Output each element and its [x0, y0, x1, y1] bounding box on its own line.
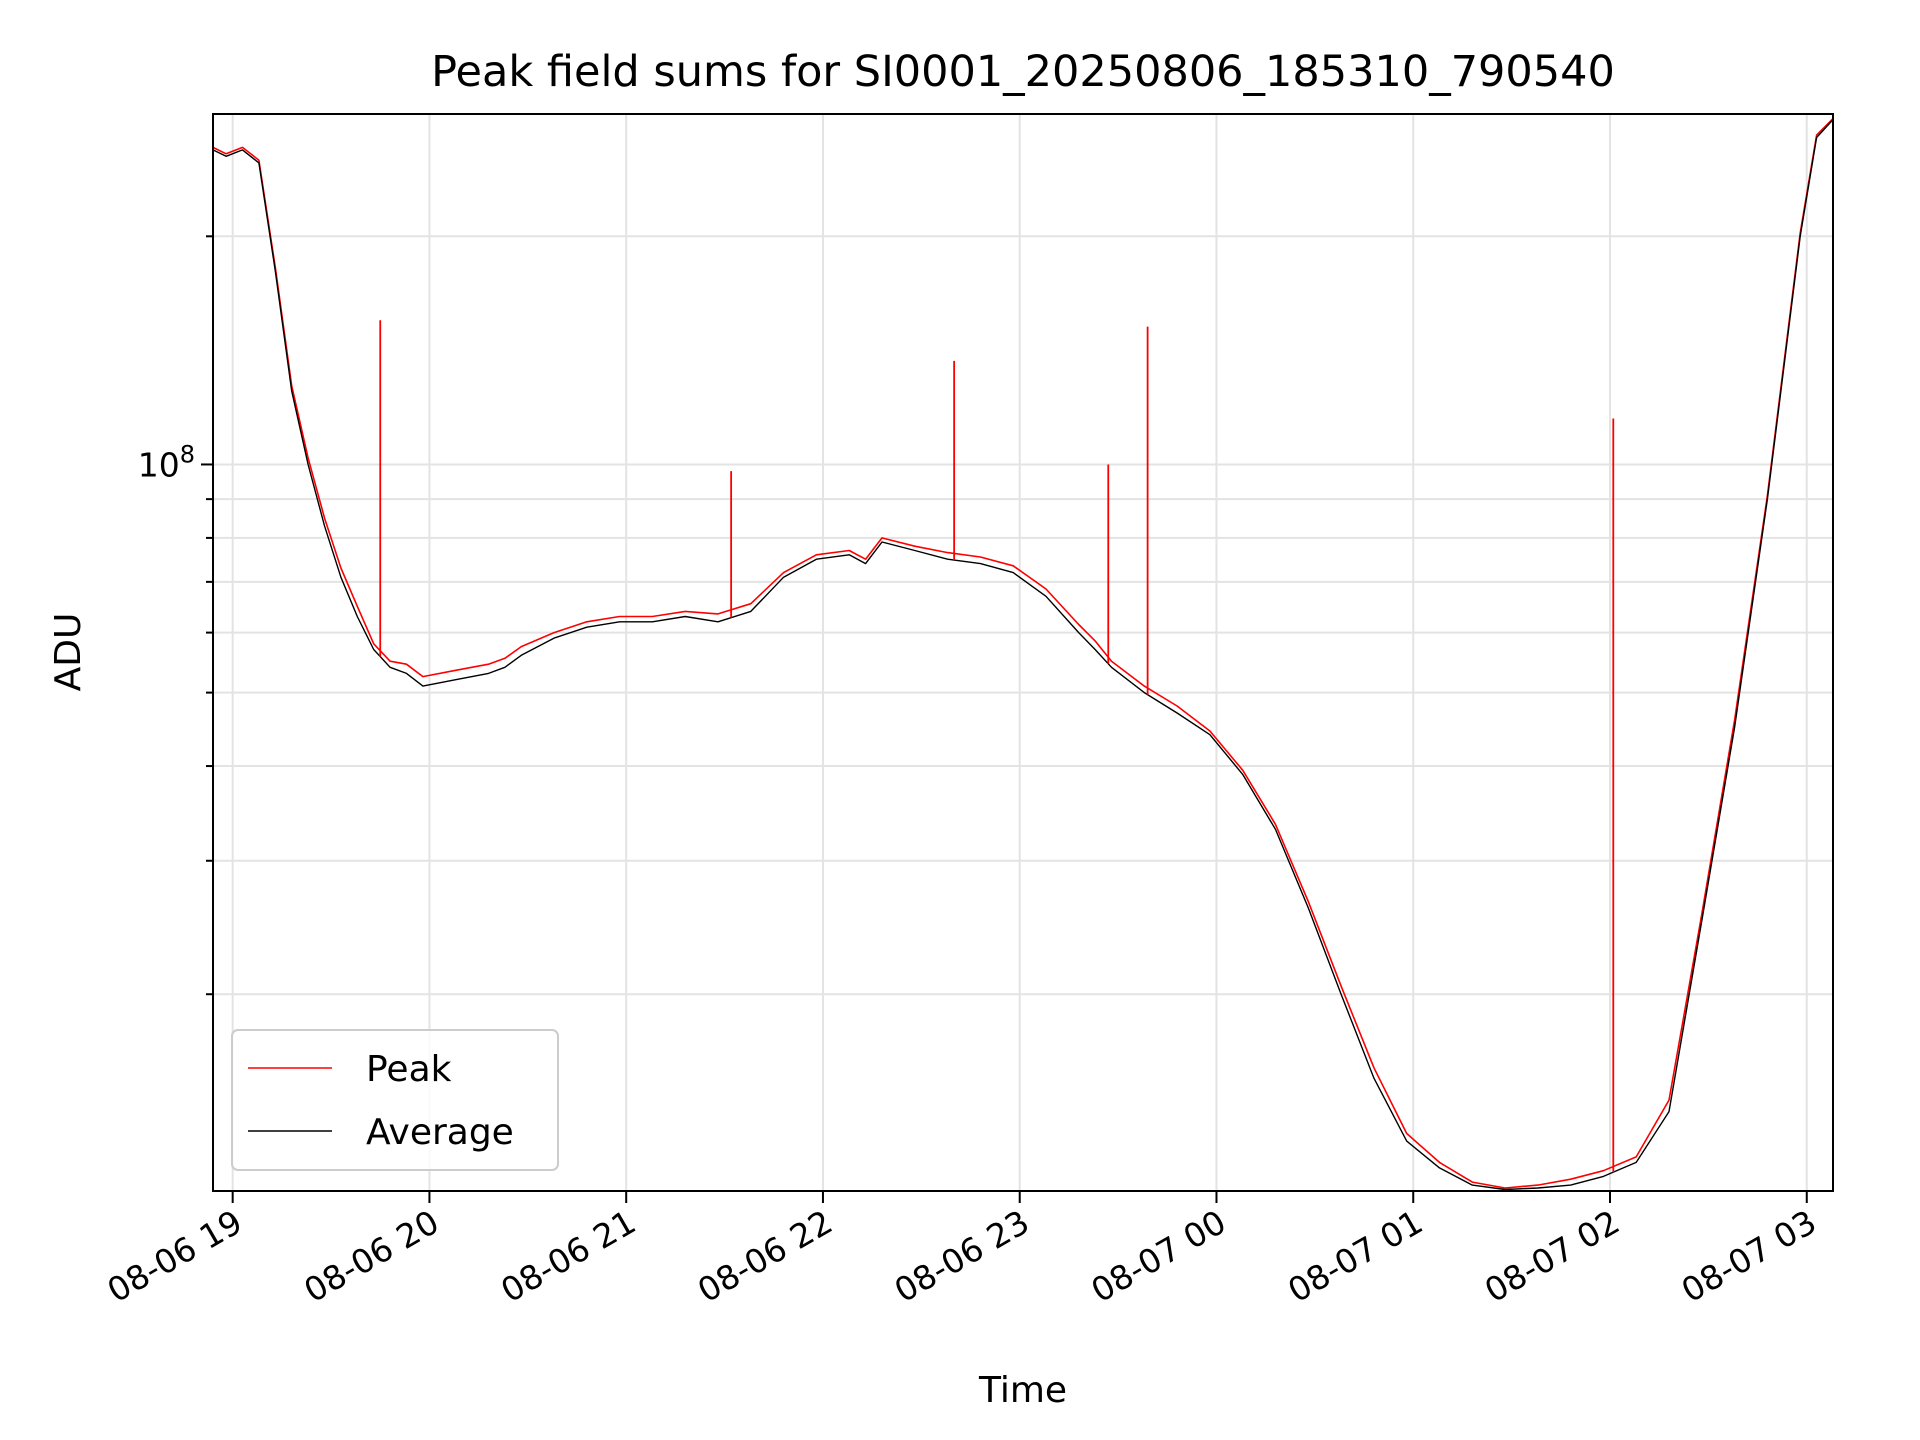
legend: Peak Average [231, 1029, 559, 1171]
y-axis-label: ADU [48, 613, 89, 692]
chart-title: Peak field sums for SI0001_20250806_1853… [431, 47, 1615, 97]
series-line-peak [212, 118, 1834, 1189]
grid [213, 114, 1833, 1191]
plot-frame [212, 113, 1834, 1192]
legend-label-average: Average [366, 1112, 514, 1153]
legend-box [231, 1029, 559, 1171]
y-tick-label: 108 [138, 440, 195, 484]
legend-label-peak: Peak [366, 1049, 452, 1090]
series-line-average [212, 119, 1834, 1191]
series-layer [212, 118, 1834, 1191]
x-axis-label: Time [978, 1370, 1067, 1411]
